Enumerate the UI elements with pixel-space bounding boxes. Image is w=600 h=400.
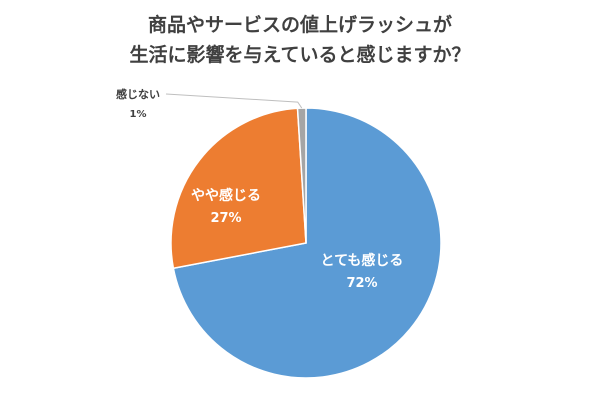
slice-value-0: 72% [346,276,377,291]
slice-label-1: やや感じる [191,187,261,204]
slice-label-2: 感じない [116,87,160,101]
chart-title-line-1: 商品やサービスの値上げラッシュが [147,14,452,36]
pie-slice-1 [170,107,307,270]
pie-slice-0 [172,107,442,379]
slice-label-0: とても感じる [321,252,404,269]
slice-value-1: 27% [210,211,241,226]
chart-title: 商品やサービスの値上げラッシュが 生活に影響を与えていると感じますか？ [0,10,600,70]
chart-title-line-2: 生活に影響を与えていると感じますか？ [129,44,471,66]
leader-line-2 [165,93,303,109]
slice-value-2: 1% [130,109,147,120]
